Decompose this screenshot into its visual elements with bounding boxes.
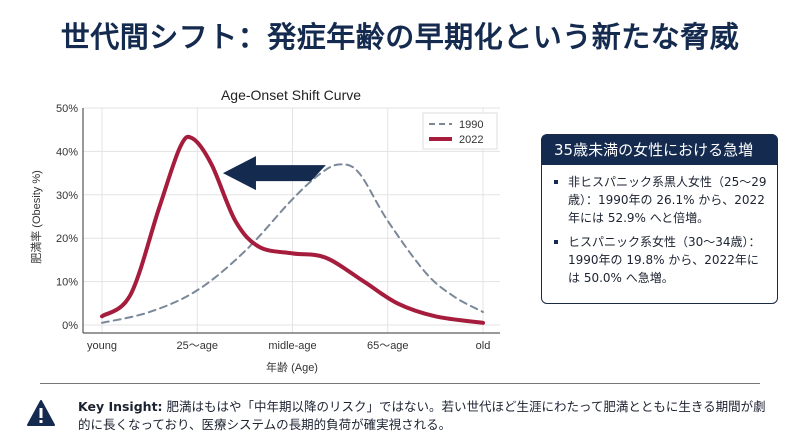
x-tick-label: 25〜age bbox=[176, 340, 218, 352]
stats-item: 非ヒスパニック系黒人女性（25〜29歳）：1990年の 26.1% から、202… bbox=[554, 175, 767, 225]
x-axis-label: 年齢 (Age) bbox=[266, 360, 318, 374]
x-tick-label: 65〜age bbox=[367, 340, 409, 352]
key-insight: Key Insight: 肥満はもはや「中年期以降のリスク」ではない。若い世代ほ… bbox=[78, 398, 778, 434]
y-tick-label: 40% bbox=[56, 146, 78, 158]
stats-item: ヒスパニック系女性（30〜34歳）：1990年の 19.8% から、2022年に… bbox=[554, 233, 767, 287]
series-line-1990 bbox=[101, 163, 484, 324]
y-tick-label: 50% bbox=[56, 103, 78, 115]
stats-card: 35歳未満の女性における急増 非ヒスパニック系黒人女性（25〜29歳）：1990… bbox=[541, 134, 778, 304]
legend-label: 1990 bbox=[459, 119, 483, 131]
warning-icon bbox=[27, 400, 55, 426]
age-onset-chart: Age-Onset Shift Curve 0% 10% 20% 30% 40% 50% y… bbox=[29, 87, 500, 374]
key-insight-text: 肥満はもはや「中年期以降のリスク」ではない。若い世代ほど生涯にわたって肥満ととも… bbox=[78, 399, 766, 432]
key-insight-label: Key Insight: bbox=[78, 399, 163, 414]
x-tick-label: old bbox=[476, 340, 491, 352]
series-line-2022 bbox=[100, 134, 485, 325]
legend-label: 2022 bbox=[459, 134, 483, 146]
chart-title: Age-Onset Shift Curve bbox=[221, 87, 361, 103]
page-title: 世代間シフト：発症年齢の早期化という新たな脅威 bbox=[60, 20, 740, 54]
legend: 1990 2022 bbox=[422, 112, 498, 150]
divider bbox=[40, 383, 760, 384]
y-tick-label: 30% bbox=[56, 190, 78, 202]
y-tick-label: 0% bbox=[62, 320, 78, 332]
x-tick-label: midle-age bbox=[268, 340, 316, 352]
legend-box bbox=[422, 112, 498, 150]
y-axis-label: 肥満率 (Obesity %) bbox=[29, 170, 43, 264]
x-tick-label: young bbox=[87, 340, 117, 352]
shift-arrow bbox=[222, 156, 326, 191]
stats-card-title: 35歳未満の女性における急増 bbox=[542, 135, 777, 165]
y-tick-label: 20% bbox=[56, 233, 78, 245]
y-tick-label: 10% bbox=[56, 277, 78, 289]
